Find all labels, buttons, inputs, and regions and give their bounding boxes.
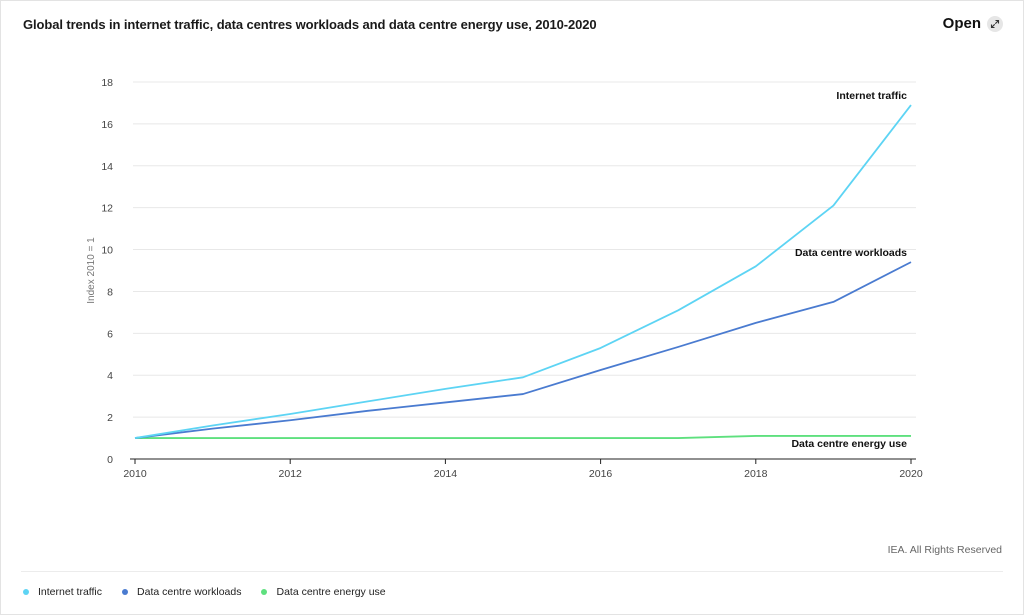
x-tick-label: 2014 xyxy=(434,468,458,480)
legend-label: Data centre workloads xyxy=(137,586,242,598)
y-tick-label: 12 xyxy=(101,203,113,215)
series-end-label-internet-traffic: Internet traffic xyxy=(836,90,907,102)
y-tick-label: 0 xyxy=(107,454,113,466)
legend-item-data-centre-workloads[interactable]: Data centre workloads xyxy=(122,586,241,598)
line-chart: 0 2 4 6 8 10 12 14 16 18 2010 2012 2014 2016 2018 2020 I… xyxy=(86,77,923,480)
x-tick-label: 2018 xyxy=(744,468,768,480)
legend-marker xyxy=(122,589,129,595)
x-tick-label: 2016 xyxy=(589,468,613,480)
legend-label: Internet traffic xyxy=(38,586,103,598)
x-tick-label: 2012 xyxy=(279,468,303,480)
y-tick-label: 16 xyxy=(101,119,113,131)
y-axis-label: Index 2010 = 1 xyxy=(86,237,97,304)
legend-label: Data centre energy use xyxy=(276,586,386,598)
copyright-text: IEA. All Rights Reserved xyxy=(887,544,1002,556)
series-line-data-centre-workloads xyxy=(134,261,912,439)
y-tick-label: 10 xyxy=(101,245,113,257)
chart-title: Global trends in internet traffic, data … xyxy=(23,17,597,32)
expand-icon xyxy=(987,15,1003,32)
y-tick-label: 18 xyxy=(101,77,113,89)
legend-divider xyxy=(21,571,1003,572)
y-tick-label: 2 xyxy=(107,412,113,424)
series-end-label-data-centre-workloads: Data centre workloads xyxy=(795,247,907,259)
y-tick-label: 6 xyxy=(107,328,113,340)
series-end-label-data-centre-energy-use: Data centre energy use xyxy=(791,438,907,450)
y-tick-label: 14 xyxy=(101,161,113,173)
legend-marker xyxy=(261,589,268,595)
x-tick-label: 2010 xyxy=(123,468,147,480)
legend-item-internet-traffic[interactable]: Internet traffic xyxy=(23,586,102,598)
open-button-label: Open xyxy=(942,15,981,32)
chart-legend: Internet traffic Data centre workloads D… xyxy=(23,586,386,598)
series-line-data-centre-energy-use xyxy=(135,435,911,439)
legend-item-data-centre-energy-use[interactable]: Data centre energy use xyxy=(261,586,386,598)
y-tick-label: 8 xyxy=(107,286,113,298)
y-tick-label: 4 xyxy=(107,370,113,382)
open-button[interactable]: Open xyxy=(943,15,1003,32)
x-tick-label: 2020 xyxy=(899,468,923,480)
series-line-internet-traffic xyxy=(134,104,912,439)
legend-marker xyxy=(23,589,29,595)
